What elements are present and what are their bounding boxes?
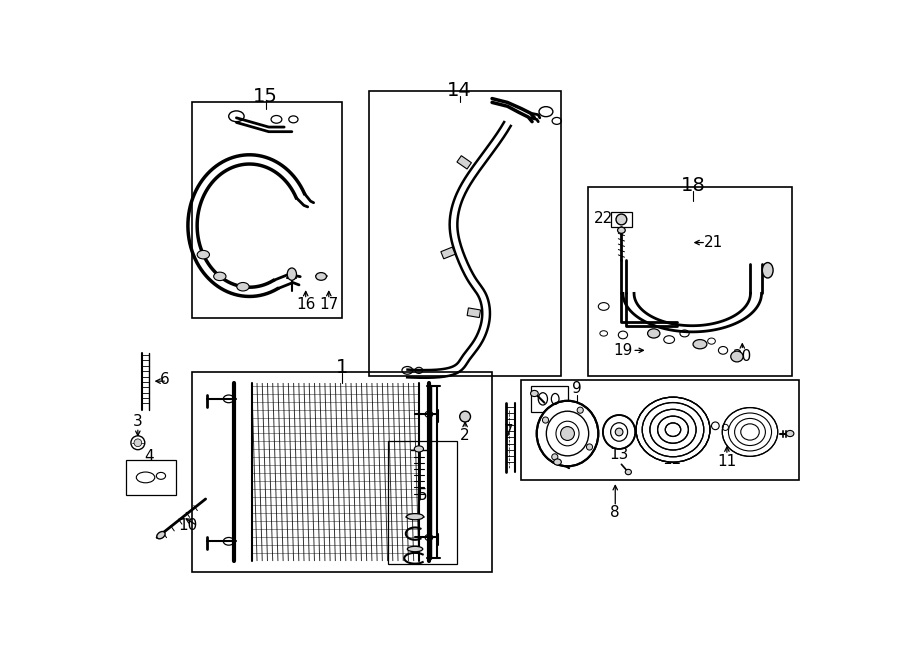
Ellipse shape <box>287 268 296 280</box>
Text: 8: 8 <box>610 504 620 520</box>
Bar <box>467 308 481 317</box>
Text: 20: 20 <box>733 349 751 364</box>
Text: 1: 1 <box>336 358 348 377</box>
Bar <box>388 442 457 564</box>
Text: 6: 6 <box>160 372 170 387</box>
Text: 12: 12 <box>662 452 681 467</box>
Text: 16: 16 <box>296 297 315 313</box>
Ellipse shape <box>531 391 538 397</box>
Ellipse shape <box>237 282 249 291</box>
Text: 7: 7 <box>504 424 514 439</box>
Ellipse shape <box>787 430 794 437</box>
Bar <box>441 247 455 259</box>
Ellipse shape <box>460 411 471 422</box>
Text: 11: 11 <box>717 453 736 469</box>
Text: 3: 3 <box>133 414 143 430</box>
Bar <box>192 102 342 318</box>
Text: 19: 19 <box>613 343 633 358</box>
Circle shape <box>552 454 558 460</box>
Ellipse shape <box>197 251 210 259</box>
Text: 9: 9 <box>572 381 581 395</box>
Bar <box>521 379 798 480</box>
Ellipse shape <box>554 459 562 465</box>
Text: 17: 17 <box>320 297 338 313</box>
Bar <box>369 91 562 375</box>
Bar <box>589 187 792 375</box>
Ellipse shape <box>648 329 660 338</box>
Ellipse shape <box>731 351 743 362</box>
Ellipse shape <box>617 227 626 233</box>
Ellipse shape <box>561 426 574 440</box>
Ellipse shape <box>762 262 773 278</box>
Text: 13: 13 <box>609 447 629 462</box>
Ellipse shape <box>157 531 165 539</box>
Circle shape <box>543 417 549 423</box>
Text: 2: 2 <box>460 428 470 443</box>
Ellipse shape <box>408 547 423 552</box>
Ellipse shape <box>693 340 706 349</box>
Ellipse shape <box>626 469 632 475</box>
Circle shape <box>587 444 592 450</box>
Text: 14: 14 <box>447 81 473 100</box>
Bar <box>126 461 176 495</box>
Circle shape <box>134 439 141 447</box>
Ellipse shape <box>603 415 635 449</box>
Ellipse shape <box>616 214 626 225</box>
Ellipse shape <box>414 446 424 452</box>
Ellipse shape <box>536 401 598 466</box>
Circle shape <box>577 407 583 413</box>
Ellipse shape <box>407 514 424 520</box>
Bar <box>192 372 492 572</box>
Text: 5: 5 <box>418 488 428 502</box>
Ellipse shape <box>636 397 710 462</box>
Ellipse shape <box>213 272 226 281</box>
Ellipse shape <box>616 428 623 436</box>
Text: 15: 15 <box>253 87 278 106</box>
Bar <box>530 386 568 412</box>
Ellipse shape <box>723 408 778 456</box>
Ellipse shape <box>316 272 327 280</box>
Bar <box>457 156 472 169</box>
Text: 10: 10 <box>178 518 197 533</box>
Bar <box>611 212 632 227</box>
Text: 21: 21 <box>704 235 724 250</box>
Text: 18: 18 <box>680 176 706 195</box>
Text: 22: 22 <box>594 212 613 226</box>
Text: 4: 4 <box>145 449 154 464</box>
